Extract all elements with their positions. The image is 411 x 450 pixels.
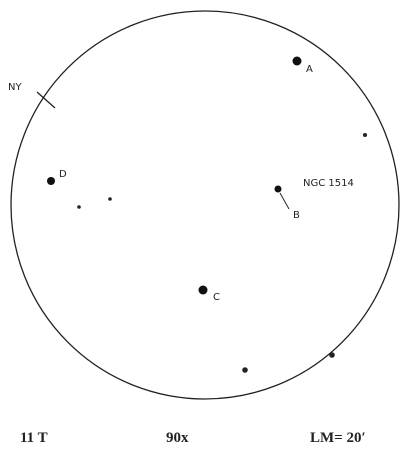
star-label: D bbox=[59, 169, 67, 180]
star bbox=[292, 56, 302, 66]
star bbox=[242, 367, 248, 373]
star-label: B bbox=[293, 210, 300, 221]
star bbox=[108, 197, 112, 201]
object-label: NGC 1514 bbox=[303, 178, 354, 189]
star bbox=[198, 285, 208, 295]
field-of-view bbox=[10, 10, 400, 400]
telescope: 11 T bbox=[20, 430, 48, 446]
magnification: 90x bbox=[166, 430, 189, 446]
star-label: C bbox=[213, 292, 220, 303]
star bbox=[77, 205, 81, 209]
star bbox=[329, 352, 335, 358]
direction-tick bbox=[36, 91, 56, 109]
limiting-magnitude: LM= 20′ bbox=[310, 430, 366, 446]
star-label: A bbox=[306, 64, 313, 75]
star bbox=[363, 133, 367, 137]
direction-label: NY bbox=[8, 82, 22, 93]
star bbox=[47, 177, 55, 185]
nebula-star bbox=[274, 185, 282, 193]
pointer bbox=[279, 192, 290, 210]
